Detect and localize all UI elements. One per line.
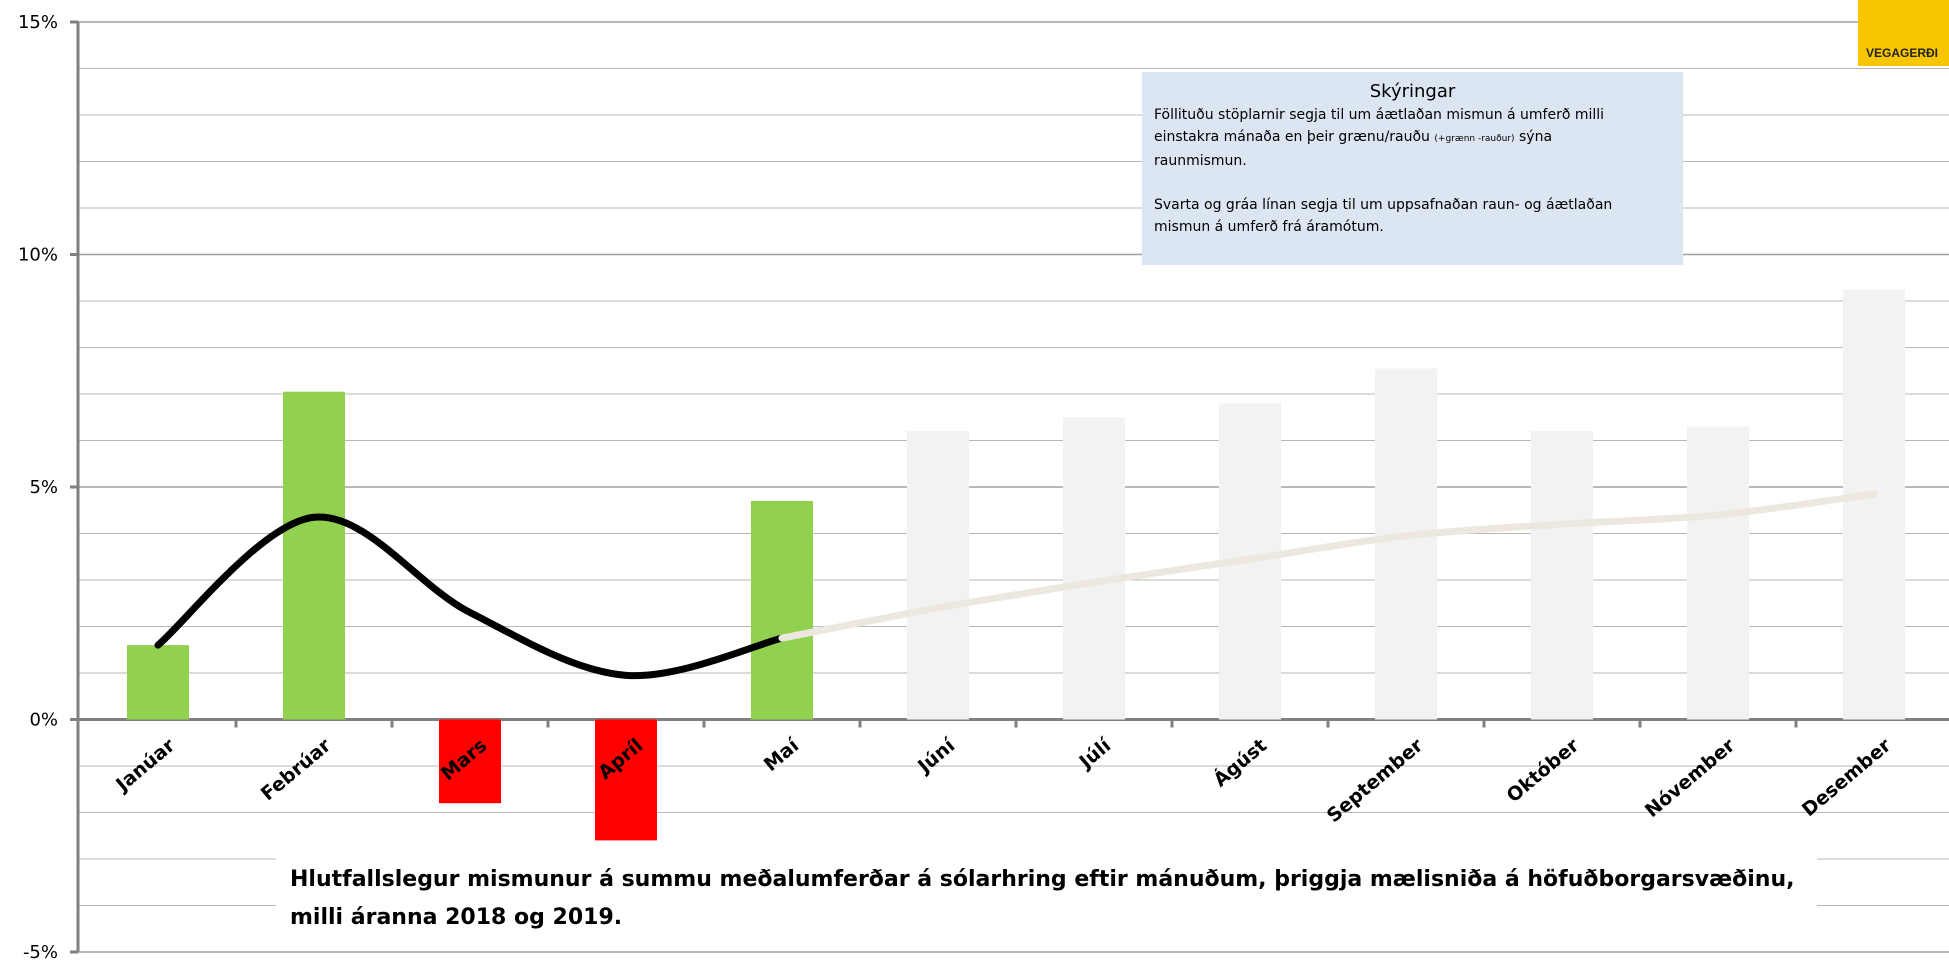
bar: [1843, 289, 1905, 720]
y-tick-label: 10%: [18, 245, 58, 266]
bar: [1687, 426, 1749, 720]
bar: [751, 500, 813, 720]
bar: [1531, 431, 1593, 720]
legend-text: (+grænn -rauður): [1434, 134, 1515, 144]
legend-text: einstakra mánaða en þeir grænu/rauðu: [1154, 129, 1430, 145]
x-tick-label: Júlí: [1074, 734, 1117, 775]
x-tick-label: Október: [1503, 734, 1584, 807]
y-tick-label: 5%: [29, 477, 58, 498]
bar: [595, 719, 657, 841]
legend-text: sýna: [1519, 129, 1553, 145]
x-tick-label: September: [1323, 734, 1428, 827]
legend-box: Skýringar Föllituðu stöplarnir segja til…: [1142, 72, 1683, 265]
legend-text: Svarta og gráa línan segja til um uppsaf…: [1154, 194, 1671, 238]
y-tick-label: 15%: [18, 12, 58, 33]
y-tick-label: 0%: [29, 710, 58, 731]
x-tick-label: Maí: [760, 734, 805, 776]
legend-text: mismun á umferð frá áramótum.: [1154, 219, 1384, 235]
legend-title: Skýringar: [1369, 81, 1456, 102]
legend-text: Svarta og gráa línan segja til um uppsaf…: [1154, 197, 1613, 213]
logo: VEGAGERÐI: [1858, 0, 1949, 66]
y-tick-label: -5%: [23, 942, 58, 962]
bar: [127, 645, 189, 720]
bar: [283, 391, 345, 720]
bar: [439, 719, 501, 804]
legend-text: Föllituðu stöplarnir segja til um áætlað…: [1154, 107, 1605, 123]
legend-text: Föllituðu stöplarnir segja til um áætlað…: [1154, 104, 1671, 172]
x-tick-label: Júní: [912, 734, 960, 779]
x-tick-label: Ágúst: [1209, 734, 1271, 792]
line-series: [778, 490, 1878, 642]
title-line: milli áranna 2018 og 2019.: [290, 905, 623, 930]
x-tick-label: Febrúar: [257, 734, 336, 805]
legend-text: raunmismun.: [1154, 153, 1247, 169]
bar: [907, 431, 969, 720]
logo-text: VEGAGERÐI: [1866, 46, 1939, 60]
bar: [1063, 417, 1125, 720]
line-series: [154, 513, 786, 680]
title-line: Hlutfallslegur mismunur á summu meðalumf…: [290, 867, 1795, 892]
bar: [1375, 368, 1437, 720]
chart-title: Hlutfallslegur mismunur á summu meðalumf…: [276, 853, 1817, 945]
x-tick-label: Desember: [1798, 734, 1896, 821]
x-tick-label: Nóvember: [1641, 734, 1740, 822]
